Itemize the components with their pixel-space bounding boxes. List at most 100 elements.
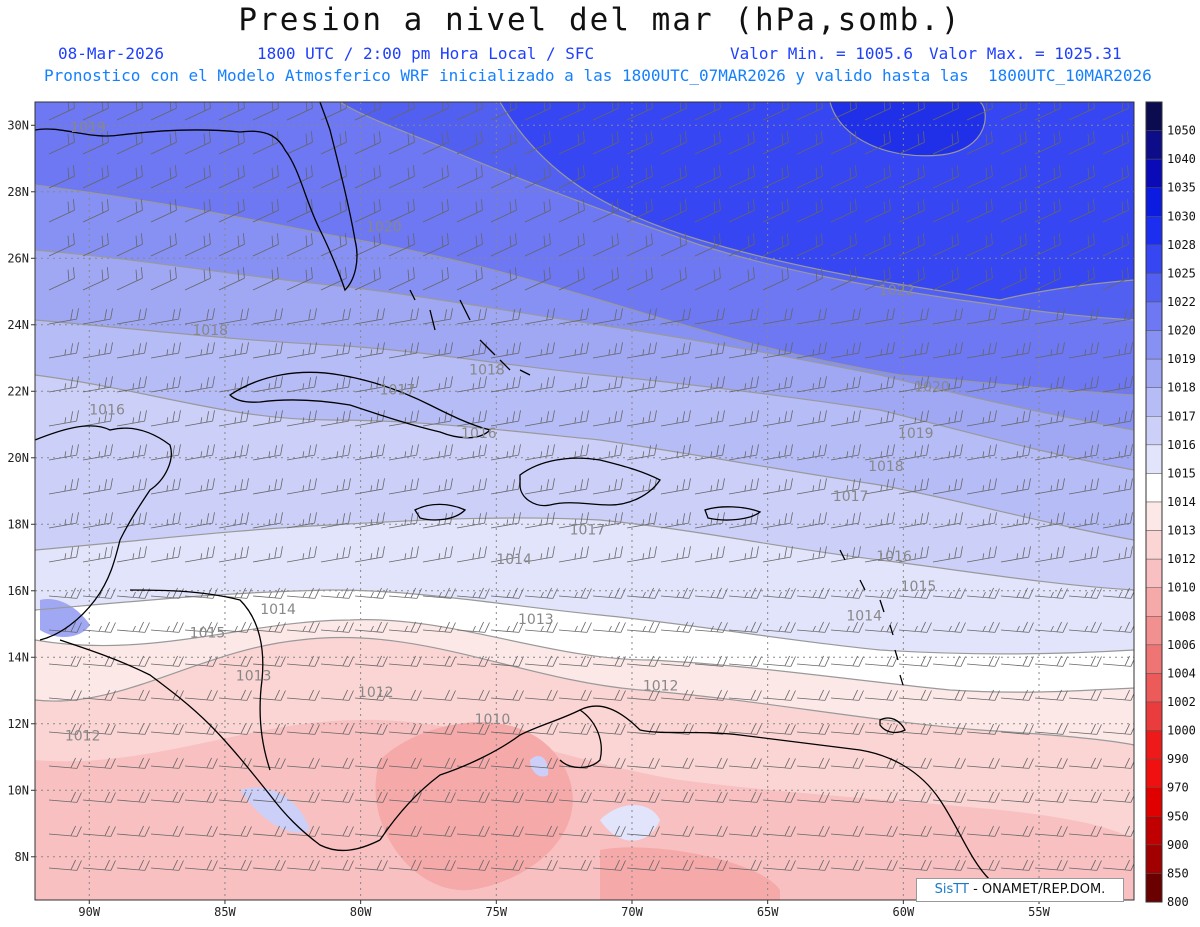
colorbar-label: 1000: [1167, 724, 1196, 738]
colorbar-label: 970: [1167, 781, 1189, 795]
colorbar-label: 1040: [1167, 152, 1196, 166]
colorbar-swatch: [1145, 216, 1163, 246]
colorbar-swatch: [1145, 187, 1163, 217]
isobar-label: 1014: [260, 602, 296, 618]
colorbar-label: 1008: [1167, 609, 1196, 623]
isobar-label: 1020: [914, 379, 950, 395]
isobar-label: 1020: [366, 220, 402, 236]
isobar-label: 1012: [643, 679, 679, 695]
colorbar-label: 1019: [1167, 352, 1196, 366]
lat-label: 8N: [15, 850, 29, 864]
lat-label: 20N: [7, 451, 29, 465]
colorbar-swatch: [1145, 101, 1163, 131]
lat-label: 14N: [7, 650, 29, 664]
isobar-label: 1013: [236, 669, 272, 685]
colorbar-swatch: [1145, 130, 1163, 160]
lon-label: 55W: [1028, 905, 1050, 919]
isobar-label: 1018: [469, 363, 505, 379]
colorbar-swatch: [1145, 158, 1163, 188]
colorbar-swatch: [1145, 416, 1163, 446]
model-description: Pronostico con el Modelo Atmosferico WRF…: [44, 66, 1152, 85]
lat-lon-grid: [35, 102, 1134, 900]
lon-label: 65W: [757, 905, 779, 919]
isobar-label: 1018: [192, 323, 228, 339]
colorbar-label: 1017: [1167, 409, 1196, 423]
wind-barb-field: [48, 102, 1134, 871]
colorbar-swatch: [1145, 387, 1163, 417]
lon-label: 60W: [893, 905, 915, 919]
lat-label: 18N: [7, 517, 29, 531]
colorbar-swatch: [1145, 473, 1163, 503]
colorbar-swatch: [1145, 587, 1163, 617]
colorbar-label: 1028: [1167, 238, 1196, 252]
lon-label: 70W: [621, 905, 643, 919]
isobar-label: 1012: [65, 728, 101, 744]
pressure-colorbar: 1050 1040 1035 1030 1028 1025 1022 1020 1019 1018…: [1145, 101, 1196, 909]
colorbar-label: 990: [1167, 752, 1189, 766]
page-title: Presion a nivel del mar (hPa,somb.): [238, 2, 962, 38]
isobar-label: 1017: [380, 383, 416, 399]
colorbar-swatch: [1145, 816, 1163, 846]
colorbar-label: 1002: [1167, 695, 1196, 709]
lon-label: 90W: [78, 905, 100, 919]
colorbar-label: 1012: [1167, 552, 1196, 566]
lat-label: 10N: [7, 783, 29, 797]
colorbar-label: 1015: [1167, 466, 1196, 480]
colorbar-swatch: [1145, 330, 1163, 360]
lat-label: 26N: [7, 251, 29, 265]
isobar-label: 1022: [879, 283, 915, 299]
sistt-logo: SisTT: [934, 882, 969, 897]
colorbar-label: 850: [1167, 866, 1189, 880]
colorbar-label: 1010: [1167, 581, 1196, 595]
max-value: Valor Max. = 1025.31: [929, 44, 1122, 63]
isobar-label: 1010: [475, 712, 511, 728]
credit-box: SisTT - ONAMET/REP.DOM.: [916, 878, 1124, 902]
lon-label: 85W: [214, 905, 236, 919]
colorbar-label: 1035: [1167, 181, 1196, 195]
colorbar-label: 1030: [1167, 209, 1196, 223]
wind-barbs: [48, 102, 1134, 871]
colorbar-swatch: [1145, 530, 1163, 560]
latitude-labels: 30N 28N 26N 24N 22N 20N 18N 16N 14N 12N 10N 8N: [7, 118, 35, 864]
isobar-label: 1017: [833, 489, 869, 505]
longitude-labels: 90W 85W 80W 75W 70W 65W 60W 55W: [78, 900, 1051, 919]
colorbar-swatch: [1145, 730, 1163, 760]
colorbar-label: 1013: [1167, 524, 1196, 538]
map-area: [35, 102, 1134, 900]
isobar-label: 1015: [190, 625, 226, 641]
colorbar-label: 1006: [1167, 638, 1196, 652]
colorbar-label: 1016: [1167, 438, 1196, 452]
colorbar-swatch: [1145, 301, 1163, 331]
lat-label: 28N: [7, 185, 29, 199]
lat-label: 12N: [7, 717, 29, 731]
colorbar-swatch: [1145, 873, 1163, 903]
colorbar-swatch: [1145, 244, 1163, 274]
colorbar-swatch: [1145, 673, 1163, 703]
lat-label: 30N: [7, 118, 29, 132]
colorbar-swatch: [1145, 558, 1163, 588]
colorbar-label: 1050: [1167, 124, 1196, 138]
colorbar-swatch: [1145, 616, 1163, 646]
isobar-lines: [35, 102, 1134, 746]
isobar-label: 1017: [570, 522, 606, 538]
forecast-date: 08-Mar-2026: [58, 44, 164, 63]
isobar-label: 1012: [358, 685, 394, 701]
colorbar-swatch: [1145, 787, 1163, 817]
min-value: Valor Min. = 1005.6: [730, 44, 914, 63]
colorbar-swatch: [1145, 844, 1163, 874]
isobar-label: 1016: [461, 426, 497, 442]
colorbar-label: 900: [1167, 838, 1189, 852]
isobar-label: 1016: [876, 549, 912, 565]
colorbar-swatch: [1145, 358, 1163, 388]
colorbar-label: 800: [1167, 895, 1189, 909]
colorbar-label: 1025: [1167, 266, 1196, 280]
isobar-label: 1019: [898, 426, 934, 442]
lon-label: 75W: [485, 905, 507, 919]
colorbar-swatch: [1145, 273, 1163, 303]
colorbar-swatch: [1145, 701, 1163, 731]
forecast-time: 1800 UTC / 2:00 pm Hora Local / SFC: [257, 44, 595, 63]
isobar-label: 1013: [518, 612, 554, 628]
colorbar-label: 1004: [1167, 666, 1196, 680]
colorbar-label: 1014: [1167, 495, 1196, 509]
isobar-label: 1016: [89, 403, 125, 419]
